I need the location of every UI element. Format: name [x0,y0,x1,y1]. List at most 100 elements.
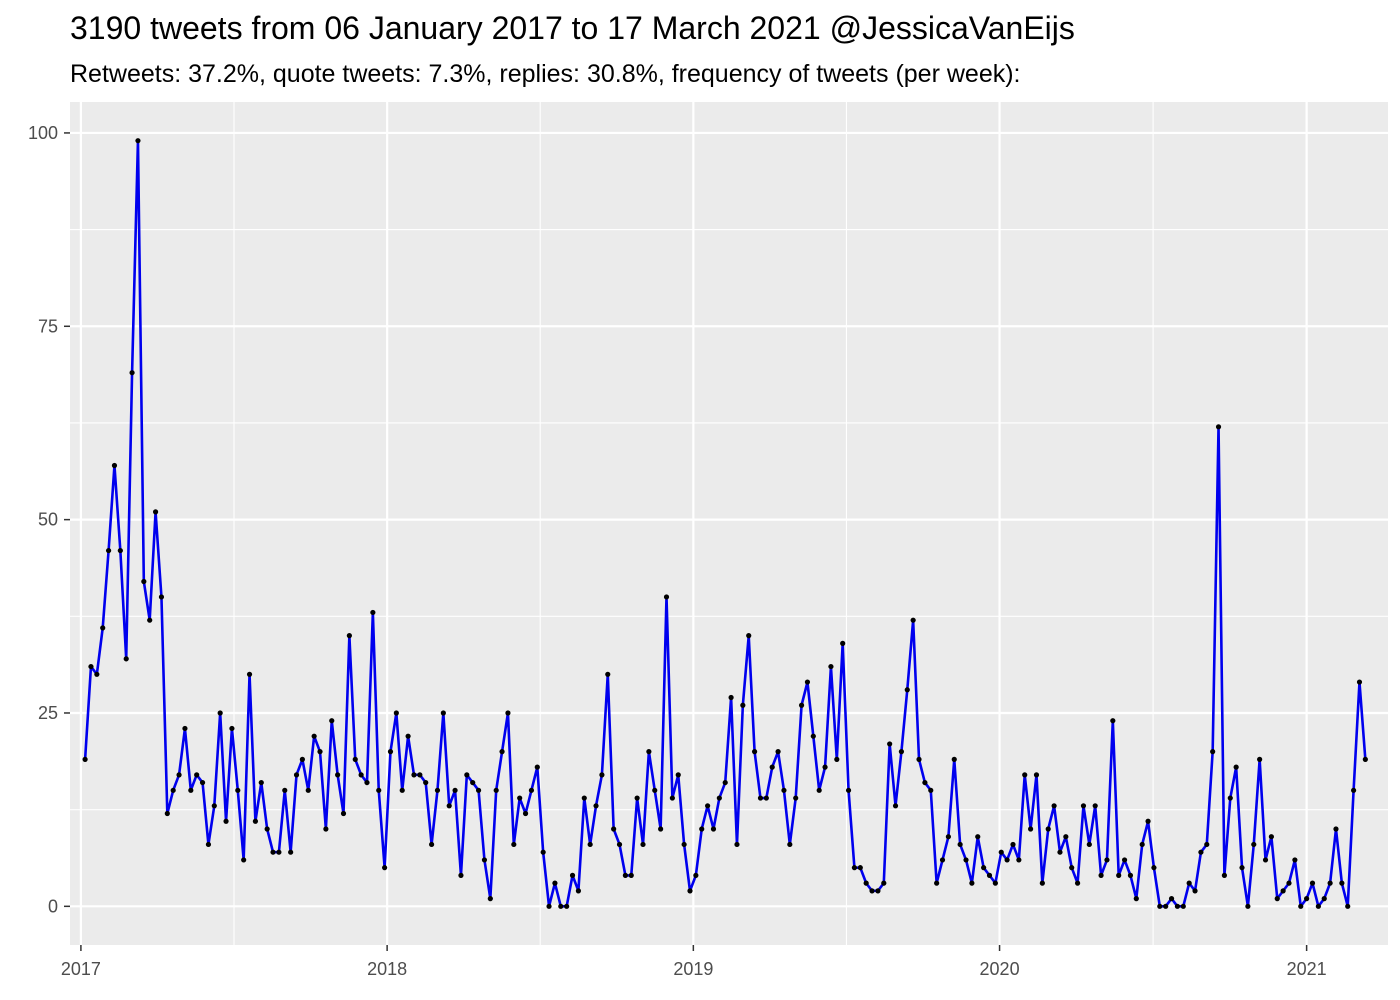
data-point [1163,903,1169,909]
y-tick-label: 100 [28,123,58,143]
data-point [892,803,899,809]
chart-title: 3190 tweets from 06 January 2017 to 17 M… [70,10,1075,46]
data-point [158,594,165,600]
data-point [722,779,728,786]
x-tick-label: 2019 [673,959,713,979]
data-point [928,787,934,793]
data-point [957,841,963,848]
data-point [828,663,834,670]
data-point [834,756,840,762]
data-point [141,578,147,585]
data-point [705,803,711,809]
data-point [1010,841,1016,848]
data-point [646,749,652,755]
data-point [757,795,764,801]
data-point [963,857,969,863]
data-point [1022,772,1028,778]
points-layer [82,138,1368,909]
data-point [675,772,681,778]
data-point [1168,896,1175,902]
data-point [611,826,617,832]
data-point [88,663,94,670]
data-point [881,880,887,886]
data-point [94,671,100,677]
data-point [464,772,470,778]
data-point [1333,826,1339,832]
data-point [1315,903,1321,909]
data-point [781,787,787,793]
data-point [793,795,799,801]
data-point [194,772,200,778]
data-point [317,749,323,755]
data-point [546,903,552,909]
data-point [358,772,364,778]
data-point [986,872,993,878]
data-point [393,710,399,716]
data-point [241,857,247,863]
data-point [1309,880,1316,886]
data-point [1045,826,1051,832]
data-point [111,462,118,469]
data-point [270,849,276,855]
data-point [305,787,311,793]
data-point [599,772,605,778]
data-point [922,779,928,786]
data-point [804,679,811,685]
data-point [787,841,793,848]
data-point [235,787,241,793]
data-point [575,888,582,894]
data-point [1215,424,1222,430]
data-point [1051,803,1057,809]
data-point [699,826,705,832]
data-point [1186,880,1192,886]
data-point [1133,896,1139,902]
data-point [1069,865,1075,871]
data-point [710,826,717,832]
data-point [969,880,975,886]
plot-panel [70,102,1388,945]
data-point [616,841,623,848]
data-point [499,749,505,755]
data-point [376,787,382,793]
data-point [1086,841,1092,848]
data-point [1210,749,1216,755]
data-point [1116,872,1122,878]
data-point [117,547,123,554]
data-point [863,880,869,886]
data-point [517,795,523,801]
data-point [634,795,640,801]
data-point [434,787,441,793]
data-point [605,671,611,677]
data-point [569,872,576,878]
x-tick-label: 2017 [61,959,101,979]
data-point [1180,903,1186,909]
data-point [1145,818,1151,824]
data-point [452,787,458,793]
data-point [223,818,229,824]
data-point [276,849,282,855]
data-point [1345,903,1351,909]
data-point [475,787,482,793]
data-point [1063,834,1069,840]
data-point [1304,896,1310,902]
grid-major [70,102,1388,945]
data-point [945,834,951,840]
data-point [1221,872,1227,878]
data-point [1262,857,1269,863]
data-point [522,810,529,817]
data-point [382,865,388,871]
data-point [1239,865,1245,871]
data-point [323,826,329,832]
data-point [845,787,852,793]
data-point [951,756,957,762]
data-point [1356,679,1363,685]
data-point [258,779,264,786]
data-point [487,896,493,902]
data-point [288,849,294,855]
data-point [129,370,135,376]
data-point [798,702,805,708]
data-point [1092,803,1098,809]
data-point [1298,903,1304,909]
data-point [199,779,206,786]
